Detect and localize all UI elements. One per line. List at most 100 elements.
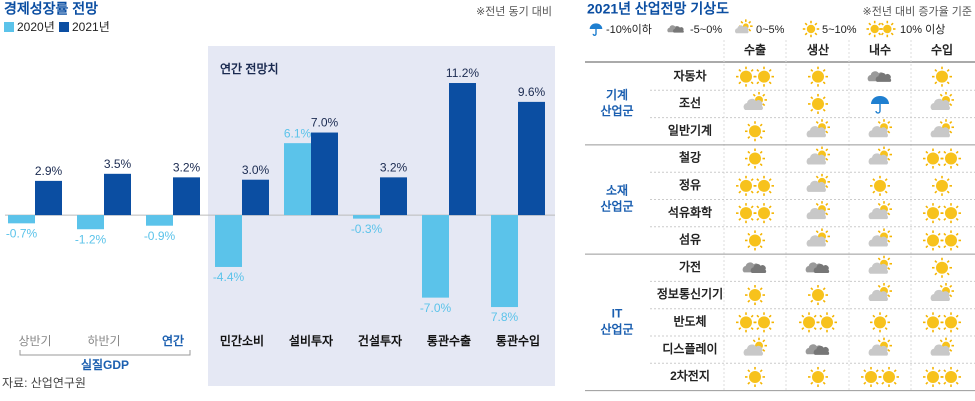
weather-icon [745,148,765,169]
sun-ray [939,121,943,124]
sun-ray [768,217,772,221]
sun-ray [738,190,742,194]
sun-ray [925,163,929,167]
group-label: 실질GDP [81,357,129,372]
sun [803,316,815,329]
cloud [868,344,888,356]
sun [936,261,948,274]
bar [311,132,338,216]
sun-ray [925,327,929,330]
column-header: 내수 [869,42,891,57]
sun-ray [934,69,938,72]
bar [173,177,200,216]
sun [758,179,770,192]
bar [449,83,476,216]
legend-label: 10% 이상 [900,23,945,36]
bar [104,173,131,216]
sun-ray [759,381,763,385]
sun-ray [955,327,959,330]
sun-ray [822,369,826,373]
sun-ray [747,232,751,236]
x-tick-label: 연간 [162,333,184,348]
sun [749,370,761,383]
cloud [868,208,888,220]
weather-icon [923,203,961,224]
weather-icon [868,283,892,302]
chart-title: 경제성장률 전망 [4,1,98,17]
group-label: 산업군 [600,199,633,214]
sun-ray [934,190,938,194]
weather-icon [736,312,774,333]
weather-icon [745,230,765,251]
row-label: 석유화학 [668,204,712,219]
weather-icon [735,19,753,34]
sun-ray [946,260,950,264]
sun-ray [738,314,742,318]
bar [422,215,449,298]
sun-ray [747,135,751,139]
column-header: 수입 [931,43,953,57]
value-label: -0.3% [351,222,383,236]
weather-icon [930,91,954,110]
sun-ray [949,294,953,298]
sun-ray [747,123,751,127]
weather-icon [802,20,820,38]
sun [883,370,895,383]
sun-ray [810,69,814,72]
sun-ray [949,103,953,107]
sun-ray [934,81,938,85]
weather-icon [930,337,954,356]
sun [806,24,816,34]
sun-ray [759,299,763,303]
weather-icon [932,257,952,278]
sun-ray [750,217,754,221]
sun-ray [877,230,881,234]
sun-ray [939,339,943,343]
sun-ray [946,81,950,85]
weather-icon [806,201,830,220]
sun-ray [887,212,891,216]
sun [936,179,948,192]
sun-ray [955,245,959,249]
sun-ray [893,381,897,385]
bar [215,215,242,267]
legend-label: 2020년 [17,20,55,34]
sun [945,207,957,220]
sun-ray [756,327,760,330]
sun-ray [748,20,752,24]
sun [812,289,824,302]
sun-ray [768,314,772,318]
sun [821,316,833,329]
cloud [868,262,888,274]
sun-ray [822,299,826,303]
weather-icon [806,173,830,192]
sun-ray [937,245,941,249]
weather-icon [806,228,830,247]
sun-ray [813,327,817,330]
weather-icon [923,230,961,251]
sun-ray [814,32,818,36]
sun-ray [747,163,751,167]
legend-label: 2021년 [72,20,110,34]
cloud [806,153,827,165]
sun-ray [949,121,953,124]
sun-ray [884,190,888,194]
sun-ray [937,369,941,373]
sun [749,152,761,165]
weather-icon [808,366,828,387]
sun-ray [810,299,814,303]
x-tick-label: 민간소비 [220,333,264,348]
weather-icon [742,262,767,273]
sun-ray [881,369,885,373]
x-tick-label: 통관수출 [427,333,471,348]
sun-ray [814,22,818,26]
row-label: 정유 [679,177,701,192]
sun-ray [738,69,742,72]
sun-ray [822,108,826,112]
group-label: 소재 [606,184,628,198]
row-label: 정보통신기기 [657,286,723,301]
sun-ray [937,217,941,221]
sun [874,316,886,329]
sun [749,289,761,302]
